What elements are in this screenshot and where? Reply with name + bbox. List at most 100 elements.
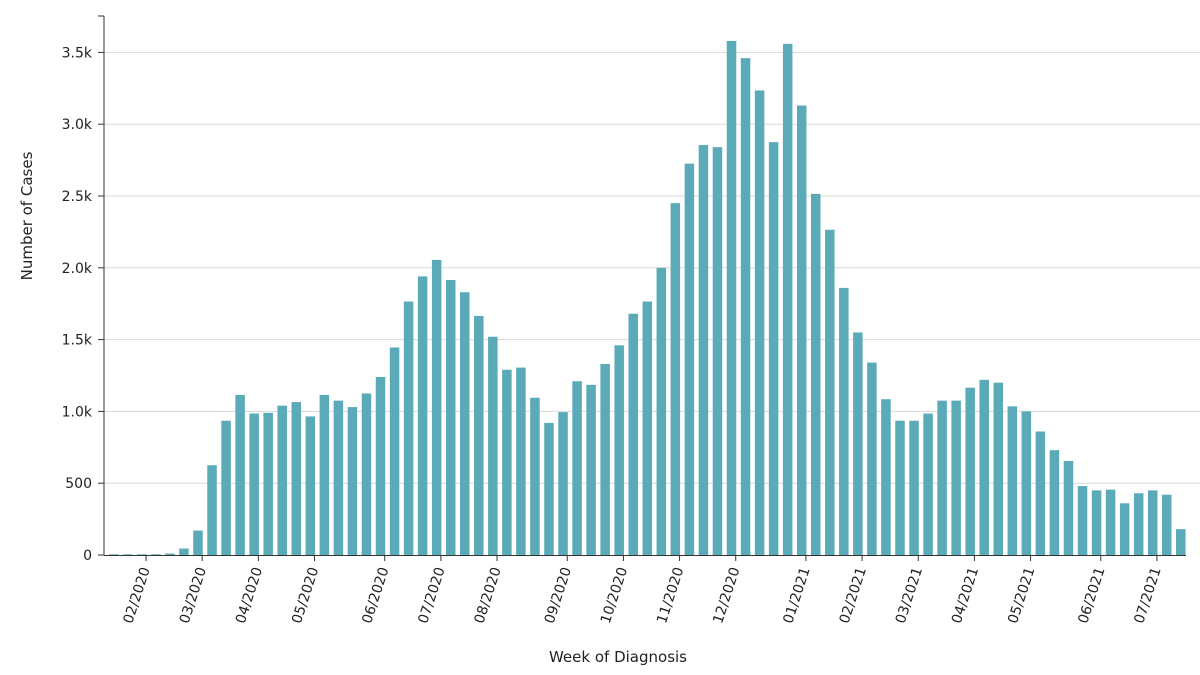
- bar[interactable]: [151, 554, 161, 555]
- x-tick-label: 07/2021: [1132, 565, 1165, 625]
- bar[interactable]: [1035, 431, 1046, 556]
- x-tick-label: 02/2020: [121, 565, 154, 625]
- bar[interactable]: [853, 332, 863, 555]
- y-tick-label: 500: [65, 476, 92, 492]
- bar[interactable]: [333, 400, 344, 555]
- y-tick-label: 3.5k: [62, 45, 93, 61]
- bar[interactable]: [235, 394, 245, 555]
- bar[interactable]: [1077, 486, 1088, 555]
- y-tick-label: 0: [83, 548, 92, 564]
- x-tick-label: 03/2021: [893, 565, 926, 625]
- bar[interactable]: [923, 413, 933, 555]
- bar[interactable]: [572, 381, 582, 555]
- bar[interactable]: [670, 203, 681, 555]
- bar[interactable]: [740, 58, 751, 555]
- bar[interactable]: [825, 229, 835, 555]
- bar[interactable]: [460, 292, 470, 555]
- bar[interactable]: [544, 422, 554, 555]
- x-tick-label: 04/2021: [949, 565, 982, 625]
- bar[interactable]: [1119, 503, 1130, 555]
- bar[interactable]: [1091, 490, 1102, 555]
- bar[interactable]: [993, 382, 1004, 555]
- bar[interactable]: [207, 465, 217, 555]
- bar[interactable]: [389, 347, 400, 556]
- bar[interactable]: [642, 301, 653, 555]
- bar[interactable]: [361, 393, 372, 555]
- x-tick-label: 05/2021: [1005, 565, 1038, 625]
- bar[interactable]: [586, 384, 596, 555]
- bar[interactable]: [431, 259, 442, 555]
- bar[interactable]: [965, 387, 975, 555]
- x-tick-label: 08/2020: [472, 565, 505, 625]
- bar[interactable]: [375, 376, 386, 555]
- x-tick-label: 11/2020: [654, 565, 687, 625]
- bar[interactable]: [1007, 406, 1018, 555]
- x-tick-label: 06/2020: [359, 565, 392, 625]
- bar[interactable]: [109, 554, 119, 555]
- bar[interactable]: [417, 276, 428, 555]
- bar[interactable]: [403, 301, 414, 555]
- bar[interactable]: [1176, 529, 1186, 555]
- bar[interactable]: [614, 345, 624, 555]
- bar[interactable]: [1063, 460, 1074, 555]
- bar[interactable]: [1105, 489, 1116, 555]
- x-tick-label: 06/2021: [1075, 565, 1108, 625]
- bar[interactable]: [558, 412, 568, 555]
- bar[interactable]: [488, 336, 498, 555]
- y-tick-label: 2.0k: [62, 261, 93, 277]
- bar[interactable]: [782, 43, 793, 555]
- x-axis-title: Week of Diagnosis: [549, 648, 687, 666]
- bar[interactable]: [1133, 493, 1144, 555]
- bar[interactable]: [628, 313, 638, 555]
- bar[interactable]: [895, 420, 905, 555]
- bar[interactable]: [137, 554, 147, 555]
- bar[interactable]: [768, 142, 779, 555]
- bar[interactable]: [347, 407, 358, 555]
- x-tick-label: 07/2020: [416, 565, 449, 625]
- bar[interactable]: [1147, 490, 1158, 555]
- bar[interactable]: [249, 413, 259, 555]
- bar[interactable]: [881, 399, 891, 555]
- bar[interactable]: [684, 163, 695, 555]
- bars: [109, 40, 1186, 556]
- bar[interactable]: [1021, 411, 1032, 555]
- bar[interactable]: [600, 364, 610, 555]
- bar[interactable]: [123, 554, 133, 555]
- bar[interactable]: [305, 416, 316, 555]
- bar[interactable]: [909, 420, 919, 555]
- y-tick-labels: 0 500 1.0k 1.5k 2.0k 2.5k 3.0k 3.5k: [62, 45, 93, 564]
- bar[interactable]: [530, 397, 540, 555]
- bar[interactable]: [516, 367, 526, 555]
- bar[interactable]: [1162, 494, 1172, 555]
- bar[interactable]: [474, 315, 484, 555]
- bar[interactable]: [951, 400, 961, 555]
- bar[interactable]: [712, 147, 723, 555]
- bar[interactable]: [867, 362, 877, 555]
- bar[interactable]: [698, 145, 709, 555]
- bar[interactable]: [193, 530, 203, 555]
- bar[interactable]: [291, 402, 302, 555]
- bar[interactable]: [277, 405, 287, 555]
- bar[interactable]: [726, 40, 737, 556]
- bar[interactable]: [1049, 450, 1060, 555]
- x-tick-label: 12/2020: [710, 565, 743, 625]
- bar[interactable]: [179, 548, 189, 555]
- bar[interactable]: [937, 400, 947, 555]
- bar[interactable]: [319, 394, 330, 555]
- bar[interactable]: [221, 420, 231, 555]
- bar[interactable]: [754, 90, 765, 555]
- x-tick-label: 03/2020: [177, 565, 210, 625]
- bar[interactable]: [165, 553, 175, 555]
- bar[interactable]: [656, 267, 667, 555]
- bar[interactable]: [839, 287, 849, 555]
- bar[interactable]: [263, 412, 273, 555]
- bar[interactable]: [502, 369, 512, 555]
- bar[interactable]: [796, 105, 807, 555]
- x-tick-labels: 02/2020 03/2020 04/2020 05/2020 06/2020 07/20…: [121, 565, 1165, 625]
- bar[interactable]: [979, 379, 989, 555]
- y-tick-label: 1.0k: [62, 404, 93, 420]
- bar[interactable]: [445, 280, 456, 555]
- bar[interactable]: [811, 193, 821, 555]
- axes: [98, 15, 1186, 561]
